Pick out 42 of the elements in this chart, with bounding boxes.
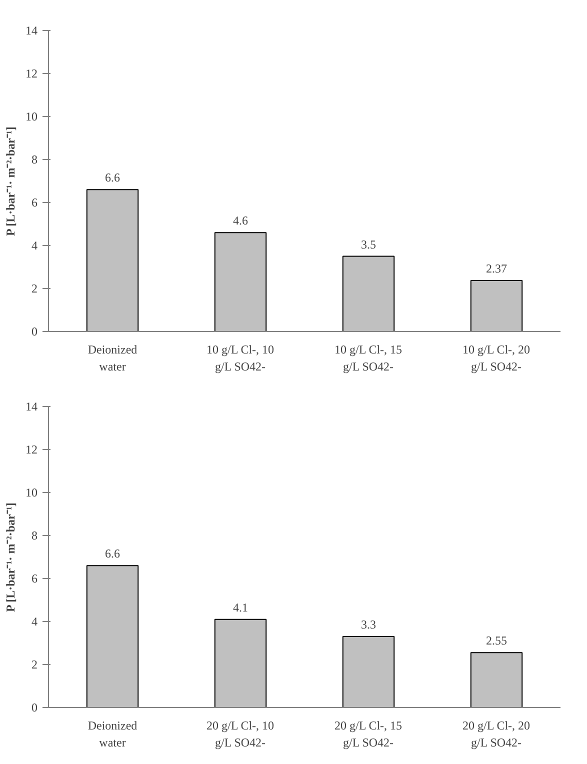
y-tick-label: 4 <box>32 238 38 252</box>
bar <box>86 189 139 332</box>
data-label: 2.37 <box>486 262 507 276</box>
y-tick-label: 2 <box>32 282 38 296</box>
data-label: 3.3 <box>361 618 376 632</box>
data-label: 4.6 <box>233 214 248 228</box>
data-label: 2.55 <box>486 634 507 648</box>
x-tick-label: 20 g/L Cl-, 10 g/L SO42- <box>206 718 274 750</box>
y-tick-label: 0 <box>32 700 38 714</box>
bar <box>470 652 523 708</box>
data-label: 3.5 <box>361 237 376 252</box>
x-tick-label: Deionized water <box>88 342 138 374</box>
bar <box>470 280 523 332</box>
y-tick-label: 2 <box>32 658 38 672</box>
bar <box>214 618 267 708</box>
y-tick-label: 10 <box>26 110 38 124</box>
y-axis-title: P [L·bar⁻¹· m⁻²·bar⁻¹] <box>4 502 18 612</box>
data-label: 4.1 <box>233 600 248 614</box>
x-tick-label: 10 g/L Cl-, 15 g/L SO42- <box>334 342 402 374</box>
y-tick-label: 0 <box>32 324 38 338</box>
y-tick-label: 8 <box>32 528 38 542</box>
y-tick-label: 6 <box>32 572 38 586</box>
y-tick-label: 6 <box>32 196 38 210</box>
bar <box>342 636 395 708</box>
x-tick-label: 10 g/L Cl-, 20 g/L SO42- <box>462 342 530 374</box>
bar <box>86 565 139 708</box>
bar <box>342 256 395 332</box>
y-tick-label: 14 <box>26 24 38 38</box>
x-tick-label: 20 g/L Cl-, 15 g/L SO42- <box>334 718 402 750</box>
y-tick-label: 4 <box>32 614 38 628</box>
y-tick-label: 12 <box>26 66 38 80</box>
bar <box>214 232 267 332</box>
data-label: 6.6 <box>105 546 120 561</box>
y-tick-label: 14 <box>26 400 38 414</box>
x-tick-label: Deionized water <box>88 718 138 750</box>
x-tick-label: 20 g/L Cl-, 20 g/L SO42- <box>462 718 530 750</box>
y-axis-title: P [L·bar⁻¹· m⁻²·bar⁻¹] <box>4 126 18 236</box>
y-tick-label: 12 <box>26 442 38 456</box>
y-tick-label: 10 <box>26 486 38 500</box>
data-label: 6.6 <box>105 170 120 185</box>
y-tick-label: 8 <box>32 152 38 166</box>
x-tick-label: 10 g/L Cl-, 10 g/L SO42- <box>206 342 274 374</box>
